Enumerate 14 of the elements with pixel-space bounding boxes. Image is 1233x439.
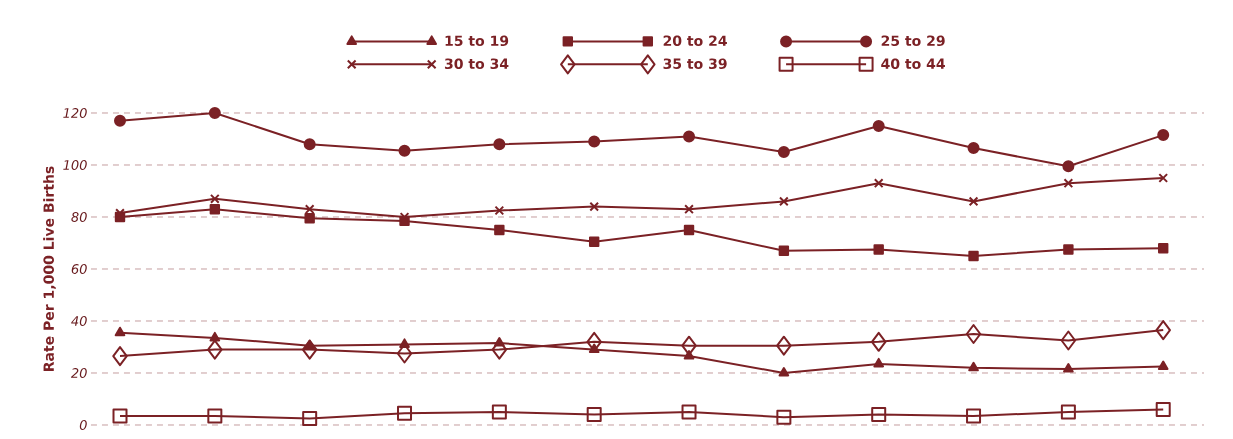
legend-label: 40 to 44 [881, 58, 945, 70]
legend-label: 20 to 24 [663, 35, 727, 47]
y-tick-label: 0 [79, 420, 87, 430]
y-axis-title: Rate Per 1,000 Live Births [43, 166, 56, 371]
legend-label: 15 to 19 [445, 35, 509, 47]
y-tick-label: 20 [70, 368, 87, 378]
legend-label: 25 to 29 [881, 35, 945, 47]
y-tick-label: 40 [71, 316, 87, 326]
legend-label: 35 to 39 [663, 58, 727, 70]
y-tick-label: 120 [63, 108, 87, 118]
y-tick-label: 80 [71, 212, 87, 222]
legend-label: 30 to 34 [444, 58, 509, 70]
y-tick-label: 100 [63, 160, 87, 170]
y-tick-label: 60 [71, 264, 87, 274]
